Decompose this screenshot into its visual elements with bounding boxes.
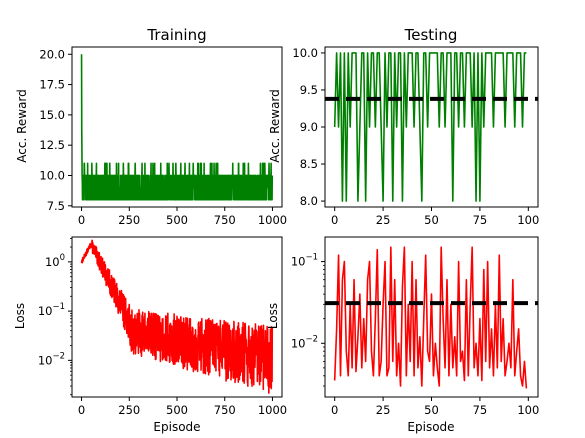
- training-title: Training: [146, 26, 206, 44]
- panel-training-reward: Training Acc. Reward 0 250 500 750 1000 7.5 10…: [15, 26, 287, 227]
- y-tick-label: 10.0: [39, 168, 65, 182]
- x-tick-label: 1000: [258, 213, 287, 227]
- x-tick-label: 1000: [258, 403, 287, 417]
- x-tick-label: 100: [517, 213, 539, 227]
- x-tick-label: 75: [473, 403, 488, 417]
- y-tick-label: 10−1: [38, 302, 65, 318]
- x-tick-label: 100: [517, 403, 539, 417]
- y-tick-label: 7.5: [47, 199, 65, 213]
- training-loss-ticks: 0 250 500 750 1000 100 10−1 10−2: [38, 237, 287, 417]
- x-tick-label: 750: [214, 403, 236, 417]
- x-tick-label: 0: [331, 213, 338, 227]
- train-loss-series-line: [80, 239, 274, 394]
- testing-loss-xlabel: Episode: [407, 420, 454, 434]
- testing-title: Testing: [404, 26, 458, 44]
- y-tick-label: 10−2: [38, 351, 65, 367]
- training-reward-ticks: 0 250 500 750 1000 7.5 10.0 12.5 15.0 17.5 20.0: [39, 47, 287, 227]
- x-tick-label: 25: [376, 403, 391, 417]
- x-tick-label: 0: [331, 403, 338, 417]
- y-tick-label: 8.0: [300, 194, 318, 208]
- test-loss-series-line: [333, 246, 528, 389]
- x-tick-label: 250: [118, 213, 140, 227]
- training-loss-xlabel: Episode: [153, 420, 200, 434]
- testing-loss-ylabel: Loss: [266, 303, 280, 329]
- x-tick-label: 250: [118, 403, 140, 417]
- x-tick-label: 75: [473, 213, 488, 227]
- y-tick-label: 9.5: [300, 83, 318, 97]
- train-reward-series-line: [80, 54, 274, 201]
- x-tick-label: 0: [78, 403, 85, 417]
- x-tick-label: 25: [376, 213, 391, 227]
- y-tick-label: 10.0: [292, 46, 318, 60]
- x-tick-label: 0: [78, 213, 85, 227]
- y-tick-label: 20.0: [39, 47, 65, 61]
- panel-testing-loss: Loss Episode 0 25 50 75 100 10−1 10−2: [266, 236, 539, 434]
- y-tick-label: 10−1: [291, 253, 318, 269]
- testing-reward-ylabel: Acc. Reward: [268, 89, 282, 163]
- y-tick-label: 10−2: [291, 334, 318, 350]
- y-tick-label: 15.0: [39, 108, 65, 122]
- x-tick-label: 750: [214, 213, 236, 227]
- testing-reward-ticks: 0 25 50 75 100 8.0 8.5 9.0 9.5 10.0: [292, 46, 539, 227]
- y-tick-label: 12.5: [39, 138, 65, 152]
- training-reward-ylabel: Acc. Reward: [15, 89, 29, 163]
- x-tick-label: 500: [166, 403, 188, 417]
- testing-loss-ticks: 0 25 50 75 100 10−1 10−2: [291, 253, 539, 417]
- y-tick-label: 17.5: [39, 78, 65, 92]
- y-tick-label: 8.5: [300, 157, 318, 171]
- training-loss-ylabel: Loss: [13, 303, 27, 329]
- panel-training-loss: Loss Episode 0 250 500 750 1000 100 10−1 10−2: [13, 236, 287, 434]
- panel-testing-reward: Testing Acc. Reward 0 25 50 75 100 8.0 8.5 9.0 9…: [268, 26, 539, 227]
- y-tick-label: 9.0: [300, 120, 318, 134]
- test-reward-series-line: [333, 52, 527, 202]
- x-tick-label: 50: [424, 403, 439, 417]
- x-tick-label: 500: [166, 213, 188, 227]
- x-tick-label: 50: [424, 213, 439, 227]
- y-tick-label: 100: [45, 253, 65, 269]
